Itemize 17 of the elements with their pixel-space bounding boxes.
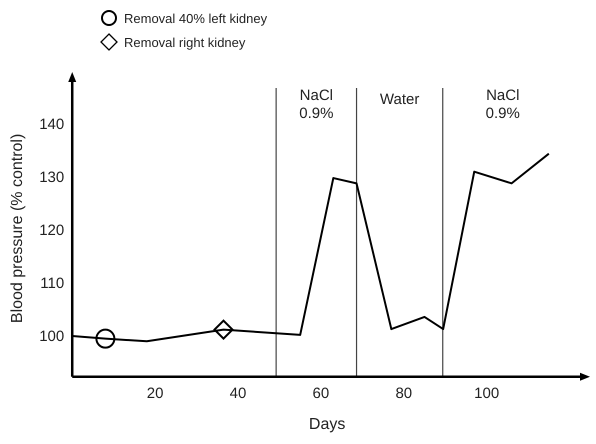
y-tick-label: 110 bbox=[40, 275, 64, 292]
x-tick-label: 60 bbox=[312, 384, 330, 402]
legend-label: Removal right kidney bbox=[124, 34, 246, 50]
x-tick-label: 40 bbox=[230, 384, 246, 402]
annotation: NaCl 0.9% bbox=[299, 87, 334, 122]
y-tick-label: 140 bbox=[39, 116, 64, 134]
legend-label: Removal 40% left kidney bbox=[124, 10, 268, 26]
x-tick-label: 20 bbox=[146, 384, 164, 402]
annotation: Water bbox=[380, 91, 420, 108]
annotation: NaCl 0.9% bbox=[486, 87, 520, 122]
x-tick-label: 100 bbox=[474, 384, 500, 402]
y-tick-label: 100 bbox=[39, 328, 64, 346]
x-tick-label: 80 bbox=[395, 384, 412, 402]
y-tick-label: 120 bbox=[39, 222, 64, 240]
y-tick-label: 130 bbox=[39, 169, 64, 186]
x-axis-title: Days bbox=[308, 416, 346, 433]
y-axis-title: Blood pressure (% control) bbox=[9, 134, 26, 324]
